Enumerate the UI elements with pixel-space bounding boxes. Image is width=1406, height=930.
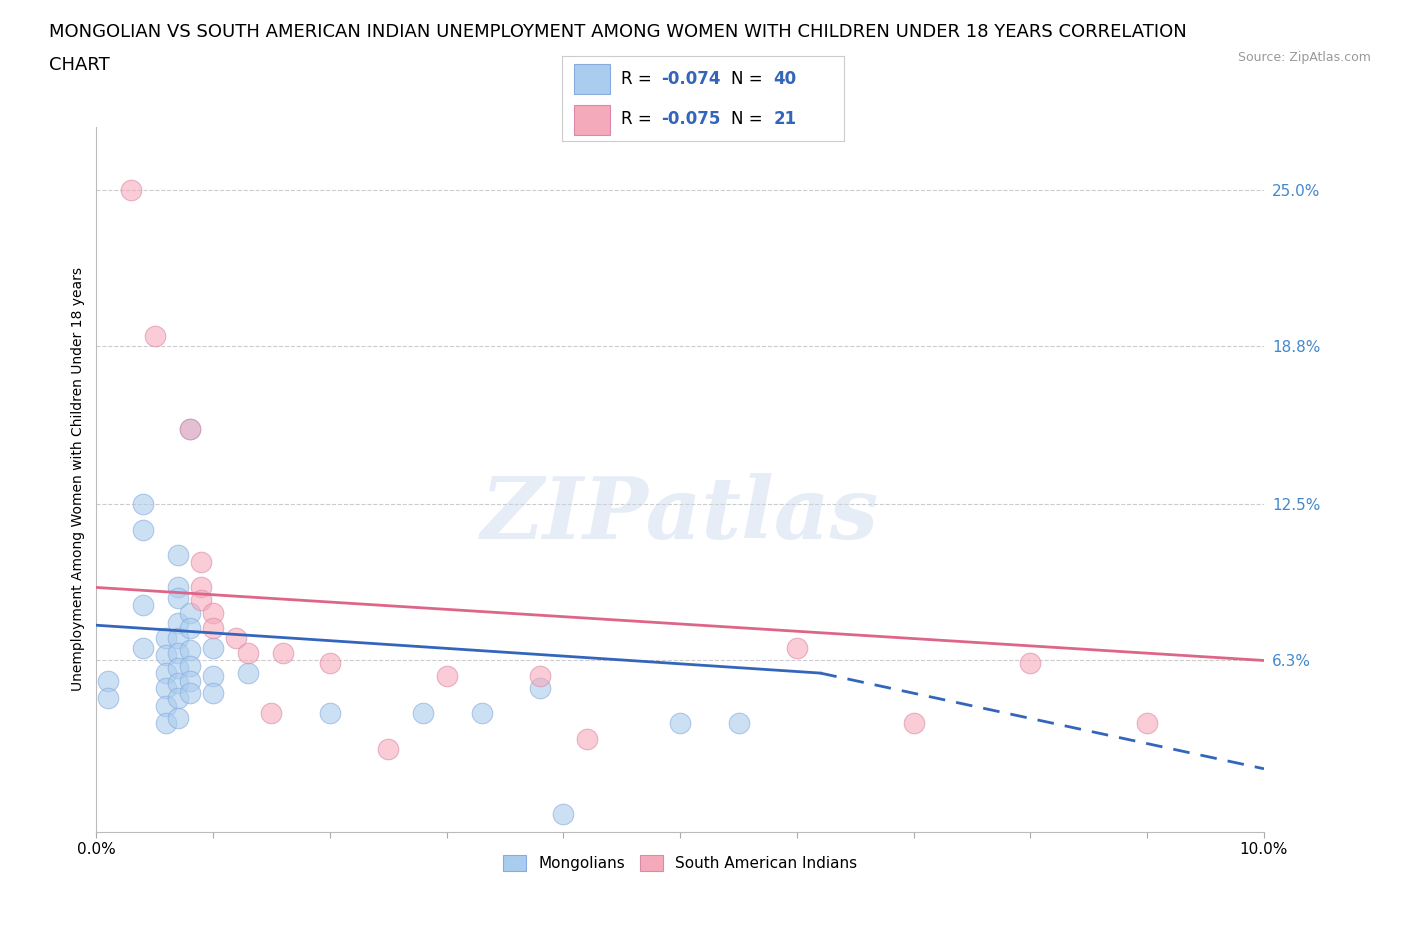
Text: ZIPatlas: ZIPatlas xyxy=(481,472,879,556)
Point xyxy=(167,645,190,660)
Point xyxy=(155,698,177,713)
Point xyxy=(179,685,201,700)
Point xyxy=(271,645,294,660)
Point xyxy=(167,691,190,706)
Text: R =: R = xyxy=(621,70,658,88)
Point xyxy=(190,555,212,570)
Point xyxy=(97,691,120,706)
Point xyxy=(190,580,212,595)
Point xyxy=(236,666,259,681)
Text: MONGOLIAN VS SOUTH AMERICAN INDIAN UNEMPLOYMENT AMONG WOMEN WITH CHILDREN UNDER : MONGOLIAN VS SOUTH AMERICAN INDIAN UNEMP… xyxy=(49,23,1187,41)
Text: 40: 40 xyxy=(773,70,796,88)
Point xyxy=(412,706,434,721)
Text: -0.075: -0.075 xyxy=(661,110,720,128)
Point xyxy=(669,716,692,731)
Point xyxy=(471,706,494,721)
Point xyxy=(903,716,925,731)
FancyBboxPatch shape xyxy=(574,104,610,135)
Point xyxy=(319,656,342,671)
Point xyxy=(225,631,247,645)
Point xyxy=(319,706,342,721)
Point xyxy=(167,676,190,691)
Point xyxy=(167,591,190,605)
Point xyxy=(575,731,598,746)
Text: 21: 21 xyxy=(773,110,796,128)
Point xyxy=(190,592,212,607)
Point xyxy=(1019,656,1042,671)
Point xyxy=(202,641,225,656)
Point xyxy=(97,673,120,688)
Point xyxy=(167,547,190,562)
Point xyxy=(179,643,201,658)
Text: N =: N = xyxy=(731,110,768,128)
Text: Source: ZipAtlas.com: Source: ZipAtlas.com xyxy=(1237,51,1371,64)
Point xyxy=(179,421,201,436)
Point xyxy=(167,580,190,595)
Point xyxy=(132,522,155,537)
Point xyxy=(179,673,201,688)
Point xyxy=(529,668,551,683)
Point xyxy=(202,620,225,635)
Point xyxy=(436,668,458,683)
Point xyxy=(179,605,201,620)
Point xyxy=(132,497,155,512)
Text: CHART: CHART xyxy=(49,56,110,73)
Point xyxy=(377,741,399,756)
Y-axis label: Unemployment Among Women with Children Under 18 years: Unemployment Among Women with Children U… xyxy=(72,267,86,691)
Point xyxy=(1136,716,1159,731)
Point xyxy=(179,658,201,673)
Point xyxy=(167,616,190,631)
Point xyxy=(167,660,190,675)
FancyBboxPatch shape xyxy=(574,64,610,94)
Text: N =: N = xyxy=(731,70,768,88)
Point xyxy=(143,328,166,343)
Point xyxy=(120,182,142,197)
Text: R =: R = xyxy=(621,110,658,128)
Point xyxy=(155,648,177,663)
Point xyxy=(202,668,225,683)
Point xyxy=(179,421,201,436)
Point xyxy=(155,666,177,681)
Point xyxy=(202,605,225,620)
Point xyxy=(260,706,283,721)
Point xyxy=(553,806,575,821)
Text: -0.074: -0.074 xyxy=(661,70,720,88)
Point xyxy=(236,645,259,660)
Point xyxy=(155,631,177,645)
Point xyxy=(132,641,155,656)
Point xyxy=(167,711,190,725)
Point xyxy=(727,716,749,731)
Point xyxy=(202,685,225,700)
Point xyxy=(132,598,155,613)
Point xyxy=(179,620,201,635)
Legend: Mongolians, South American Indians: Mongolians, South American Indians xyxy=(496,849,863,877)
Point xyxy=(786,641,808,656)
Point xyxy=(155,681,177,696)
Point xyxy=(155,716,177,731)
Point xyxy=(529,681,551,696)
Point xyxy=(167,631,190,645)
